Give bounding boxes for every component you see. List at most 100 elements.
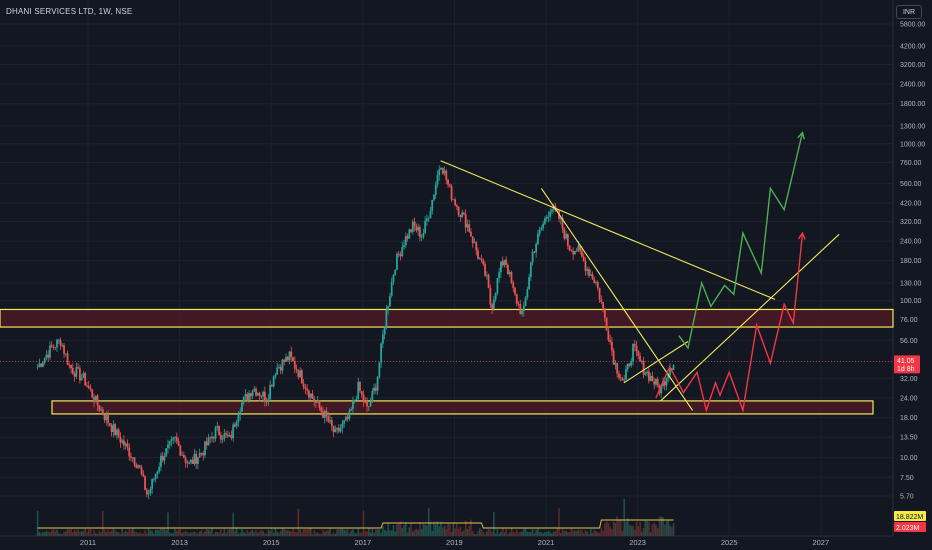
last-price-tag [894,355,920,374]
candle-body [418,227,421,238]
volume-bar [508,532,511,536]
candle-body [378,362,381,377]
y-tick-label: 760.00 [900,160,922,167]
volume-bar [260,529,263,536]
volume-bar [563,530,566,536]
candle-body [397,253,400,255]
candle-body [207,437,210,446]
candle-body [337,427,340,432]
volume-bar [151,530,153,536]
candle-body [124,443,127,446]
volume-bar [274,528,277,536]
volume-bar [378,529,381,536]
volume-bar [330,533,333,536]
volume-bar [665,521,668,536]
candle-body [374,387,377,391]
volume-bar [327,530,330,536]
volume-bar [235,528,238,536]
volume-bar [371,528,374,536]
candle-body [209,437,212,439]
candle-body [573,250,576,255]
volume-bar [359,532,361,536]
candle-body [100,409,102,411]
volume-bar [241,529,243,536]
volume-bar [112,528,115,536]
currency-button[interactable]: INR [896,5,922,19]
volume-bar [272,532,275,536]
volume-bar [380,532,382,536]
volume-bar [255,530,257,536]
volume-bar [89,528,92,536]
volume-bar [105,532,108,536]
volume-bar [146,533,148,536]
candle-body [596,282,599,288]
candle-body [380,343,383,363]
volume-bar [588,533,590,536]
y-tick-label: 1800.00 [900,101,925,108]
candle-body [255,388,257,396]
y-tick-label: 7.50 [900,475,914,482]
candle-body [52,346,55,348]
candle-body [54,347,57,349]
volume-bar [304,528,307,536]
volume-bar [82,530,85,536]
volume-bar [211,528,213,536]
candle-body [128,447,131,457]
candle-body [570,250,573,252]
candle-body [350,409,353,411]
candle-body [394,269,397,275]
volume-bar [334,533,337,536]
volume-bar [253,532,256,536]
candle-body [292,357,294,362]
volume-bar [604,523,606,536]
volume-bar [567,531,569,536]
candle-body [45,354,48,358]
volume-bar [630,525,633,536]
candle-body [309,393,312,398]
volume-bar [186,531,189,536]
volume-bar [461,531,463,536]
volume-bar [172,533,175,536]
volume-bar [514,532,516,536]
volume-bar [220,529,222,536]
x-tick-label: 2017 [354,538,371,547]
candle-body [577,245,580,252]
candle-body [526,289,529,298]
volume-bar [184,530,187,536]
candle-body [263,391,266,402]
candle-body [625,369,627,380]
candle-body [184,457,187,463]
candle-body [359,381,361,392]
candle-body [640,361,643,362]
candle-body [536,234,539,245]
volume-bar [352,529,354,536]
candle-body [568,245,571,251]
volume-bar [94,532,97,536]
volume-bar [72,532,74,536]
x-tick-label: 2025 [721,538,738,547]
volume-bar [449,524,451,536]
candle-body [228,435,231,437]
volume-bar [496,529,499,536]
volume-bar [491,531,493,536]
candle-body [242,396,245,403]
volume-bar [376,529,379,536]
candle-body [246,393,249,401]
candle-body [241,402,243,412]
volume-bar [292,528,294,536]
candle-body [581,250,583,257]
candle-body [114,424,117,435]
candle-body [318,400,321,408]
volume-bar [332,532,335,536]
volume-bar [54,531,57,536]
price-zone [0,308,894,328]
volume-bar [135,531,138,536]
candle-body [158,466,161,472]
candle-body [117,429,120,438]
volume-bar [93,530,95,536]
volume-bar [227,529,229,536]
candlestick-series [36,165,675,500]
volume-bar [57,533,60,536]
candle-body [595,282,597,283]
